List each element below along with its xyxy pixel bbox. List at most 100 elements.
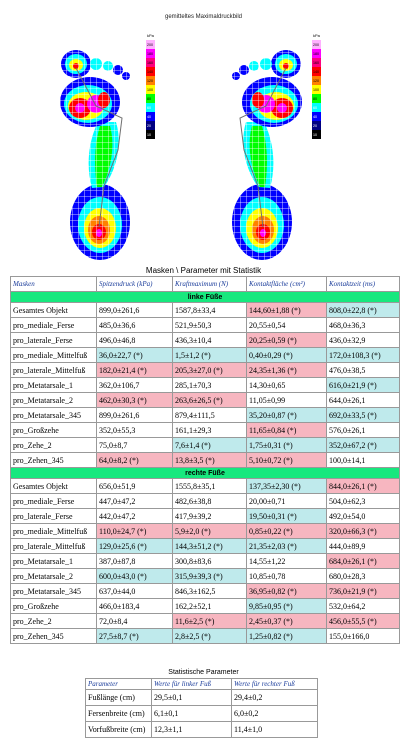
cell-kraftmaximum: 521,9±50,3 <box>172 317 247 333</box>
pressure-map: kPa 200 180 160 140 120 100 80 60 40 20 10 kPa 200 18… <box>55 33 321 264</box>
cell-spitzendruck: 600,0±43,0 (*) <box>96 568 173 584</box>
cell-spitzendruck: 899,0±261,6 <box>96 302 173 318</box>
cell-mask: pro_Metatarsale_1 <box>10 377 97 393</box>
cell-kontaktflaeche: 35,20±0,87 (*) <box>246 407 327 423</box>
cell-spitzendruck: 485,0±36,6 <box>96 317 173 333</box>
stats-header-row: Parameter Werte für linker Fuß Werte für… <box>85 678 318 690</box>
cell-spitzendruck: 442,0±47,2 <box>96 508 173 524</box>
cell-kontaktzeit: 736,0±21,9 (*) <box>326 583 400 599</box>
cell-kontaktzeit: 468,0±36,3 <box>326 317 400 333</box>
cell-kontaktflaeche: 14,55±1,22 <box>246 553 327 569</box>
cell-kraftmaximum: 482,6±38,8 <box>172 493 247 509</box>
cell-kraftmaximum: 846,3±162,5 <box>172 583 247 599</box>
stats-cell: 12,3±1,1 <box>151 721 232 738</box>
cell-kontaktflaeche: 24,35±1,36 (*) <box>246 362 327 378</box>
cell-mask: pro_Metatarsale_2 <box>10 392 97 408</box>
cell-mask: Gesamtes Objekt <box>10 478 97 494</box>
header-spitzendruck: Spitzendruck (kPa) <box>96 276 173 292</box>
cell-kraftmaximum: 205,3±27,0 (*) <box>172 362 247 378</box>
scale-right-tick: 160 <box>313 61 319 65</box>
cell-spitzendruck: 362,0±106,7 <box>96 377 173 393</box>
scale-right-tick: 10 <box>313 133 317 137</box>
color-scale-right: kPa 200 180 160 140 120 100 80 60 40 20 10 <box>312 33 321 139</box>
table-row: pro_mediale_Mittelfuß 36,0±22,7 (*) 1,5±1,… <box>10 347 400 363</box>
cell-kontaktzeit: 352,0±67,2 (*) <box>326 437 400 453</box>
scale-left-swatch <box>146 130 155 139</box>
figure-title: gemitteltes Maximaldruckbild <box>164 14 243 20</box>
scale-left-swatch <box>146 85 155 94</box>
cell-kraftmaximum: 1555,8±35,1 <box>172 478 247 494</box>
table-row: pro_Zehe_2 75,0±8,7 7,6±1,4 (*) 1,75±0,31 (… <box>10 437 400 453</box>
cell-kontaktflaeche: 5,10±0,72 (*) <box>246 452 327 468</box>
cell-kontaktzeit: 436,0±32,9 <box>326 332 400 348</box>
table-row: pro_Metatarsale_2 462,0±30,3 (*) 263,6±26,… <box>10 392 400 408</box>
cell-mask: pro_Metatarsale_345 <box>10 407 97 423</box>
table-row: pro_Großzehe 352,0±55,3 161,1±29,3 11,65±0,… <box>10 422 400 438</box>
cell-kontaktzeit: 808,0±22,8 (*) <box>326 302 400 318</box>
cell-mask: pro_Zehen_345 <box>10 628 97 644</box>
cell-spitzendruck: 64,0±8,2 (*) <box>96 452 173 468</box>
cell-kraftmaximum: 7,6±1,4 (*) <box>172 437 247 453</box>
scale-left-tick: 40 <box>147 115 151 119</box>
cell-mask: pro_Metatarsale_2 <box>10 568 97 584</box>
cell-mask: pro_laterale_Ferse <box>10 332 97 348</box>
cell-kraftmaximum: 315,9±39,3 (*) <box>172 568 247 584</box>
cell-kontaktzeit: 492,0±54,0 <box>326 508 400 524</box>
scale-left-tick: 180 <box>147 52 153 56</box>
stats-cell: 6,1±0,1 <box>151 705 232 722</box>
scale-left-swatch <box>146 76 155 85</box>
cell-spitzendruck: 656,0±51,9 <box>96 478 173 494</box>
stats-cell: Vorfußbreite (cm) <box>85 721 152 738</box>
cell-kontaktzeit: 172,0±108,3 (*) <box>326 347 400 363</box>
scale-right-swatch <box>312 67 321 76</box>
scale-right-swatch <box>312 112 321 121</box>
scale-left-tick: 80 <box>147 97 151 101</box>
cell-kontaktflaeche: 11,65±0,84 (*) <box>246 422 327 438</box>
section-row: linke Füße <box>10 291 400 303</box>
table-row: pro_laterale_Ferse 442,0±47,2 417,9±39,2 19… <box>10 508 400 524</box>
cell-kontaktzeit: 504,0±62,3 <box>326 493 400 509</box>
cell-spitzendruck: 182,0±21,4 (*) <box>96 362 173 378</box>
cell-kontaktzeit: 692,0±33,5 (*) <box>326 407 400 423</box>
cell-kraftmaximum: 162,2±52,1 <box>172 598 247 614</box>
scale-right-tick: 140 <box>313 70 319 74</box>
scale-right-tick: 180 <box>313 52 319 56</box>
cell-kontaktzeit: 616,0±21,9 (*) <box>326 377 400 393</box>
stats-row: Fersenbreite (cm) 6,1±0,1 6,0±0,2 <box>85 705 318 722</box>
cell-kontaktflaeche: 9,85±0,95 (*) <box>246 598 327 614</box>
table-row: pro_Großzehe 466,0±183,4 162,2±52,1 9,85±0,… <box>10 598 400 614</box>
header-kontaktzeit: Kontaktzeit (ms) <box>326 276 400 292</box>
table-row: pro_laterale_Mittelfuß 129,0±25,6 (*) 144,… <box>10 538 400 554</box>
scale-right-swatch <box>312 85 321 94</box>
table-row: pro_mediale_Ferse 485,0±36,6 521,9±50,3 20,… <box>10 317 400 333</box>
table-row: Gesamtes Objekt 899,0±261,6 1587,8±33,4 144… <box>10 302 400 318</box>
scale-left-tick: 200 <box>147 43 153 47</box>
cell-kontaktflaeche: 21,35±2,03 (*) <box>246 538 327 554</box>
cell-spitzendruck: 110,0±24,7 (*) <box>96 523 173 539</box>
table-row: pro_Metatarsale_345 899,0±261,6 879,4±111,… <box>10 407 400 423</box>
cell-mask: pro_laterale_Ferse <box>10 508 97 524</box>
cell-spitzendruck: 466,0±183,4 <box>96 598 173 614</box>
cell-spitzendruck: 129,0±25,6 (*) <box>96 538 173 554</box>
header-masken: Masken <box>10 276 97 292</box>
cell-mask: pro_Großzehe <box>10 598 97 614</box>
cell-kontaktflaeche: 0,85±0,22 (*) <box>246 523 327 539</box>
scale-left-swatch <box>146 49 155 58</box>
stats-cell: 29,4±0,2 <box>231 689 318 706</box>
cell-kraftmaximum: 2,8±2,5 (*) <box>172 628 247 644</box>
scale-left-tick: 160 <box>147 61 153 65</box>
stats-cell: Fußlänge (cm) <box>85 689 152 706</box>
cell-kraftmaximum: 417,9±39,2 <box>172 508 247 524</box>
scale-left-tick: 120 <box>147 79 153 83</box>
table-row: pro_Metatarsale_1 362,0±106,7 285,1±70,3 14… <box>10 377 400 393</box>
cell-kontaktzeit: 444,0±89,9 <box>326 538 400 554</box>
scale-right-swatch <box>312 76 321 85</box>
cell-kontaktflaeche: 11,05±0,99 <box>246 392 327 408</box>
cell-kraftmaximum: 144,3±51,2 (*) <box>172 538 247 554</box>
cell-kontaktzeit: 456,0±55,5 (*) <box>326 613 400 629</box>
cell-mask: pro_laterale_Mittelfuß <box>10 362 97 378</box>
scale-left-swatch <box>146 94 155 103</box>
cell-mask: Gesamtes Objekt <box>10 302 97 318</box>
cell-spitzendruck: 27,5±8,7 (*) <box>96 628 173 644</box>
scale-right-unit: kPa <box>313 33 321 38</box>
